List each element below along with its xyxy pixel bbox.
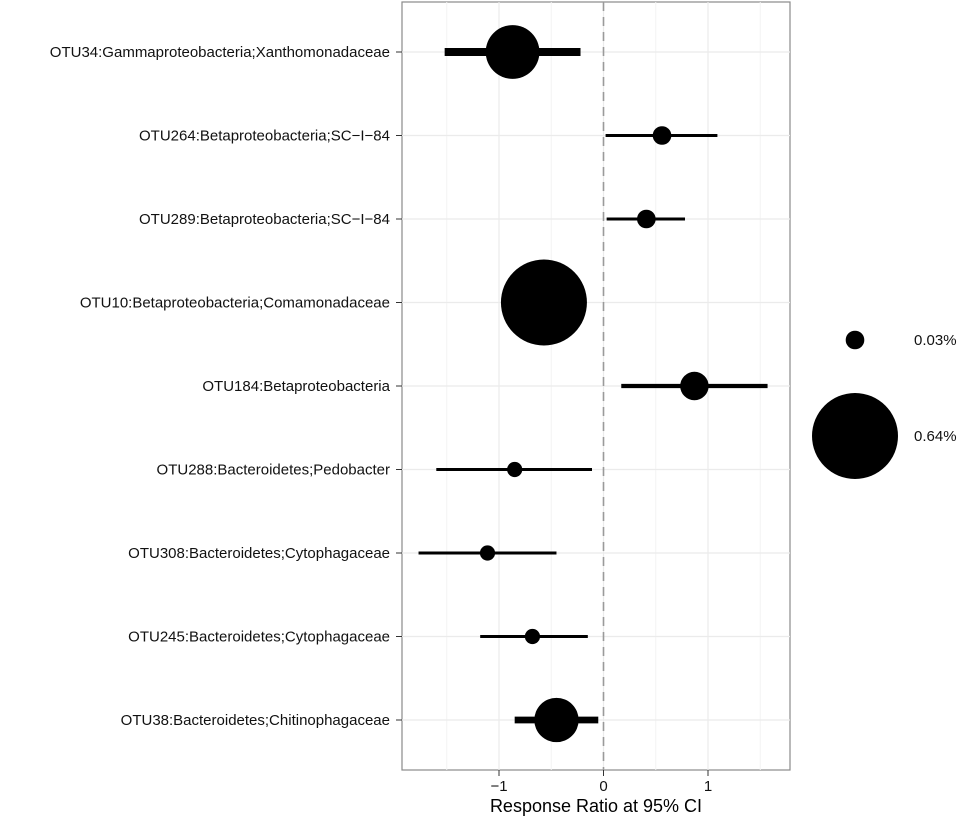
category-label: OTU184:Betaproteobacteria [202, 378, 390, 395]
estimate-point [485, 25, 540, 79]
x-tick-label: −1 [490, 778, 507, 795]
estimate-point [507, 461, 523, 478]
data-marks [418, 25, 768, 743]
legend-label: 0.64% [914, 428, 957, 445]
estimate-point [680, 371, 709, 401]
x-axis-ticks: −1 0 1 [490, 770, 712, 795]
estimate-point [479, 545, 496, 561]
category-label: OTU308:Bacteroidetes;Cytophagaceae [128, 545, 390, 562]
legend-label: 0.03% [914, 332, 957, 349]
category-label: OTU288:Bacteroidetes;Pedobacter [157, 462, 390, 479]
estimate-point [500, 259, 587, 346]
category-label: OTU38:Bacteroidetes;Chitinophagaceae [121, 712, 390, 729]
category-label: OTU264:Betaproteobacteria;SC−I−84 [139, 128, 390, 145]
category-label: OTU289:Betaproteobacteria;SC−I−84 [139, 211, 390, 228]
category-label: OTU10:Betaproteobacteria;Comamonadaceae [80, 295, 390, 312]
estimate-point [652, 126, 672, 145]
estimate-point [534, 697, 579, 743]
x-axis-title: Response Ratio at 95% CI [490, 796, 702, 816]
x-tick-label: 0 [599, 778, 607, 795]
x-tick-label: 1 [704, 778, 712, 795]
category-label: OTU34:Gammaproteobacteria;Xanthomonadace… [50, 44, 390, 61]
category-label: OTU245:Bacteroidetes;Cytophagaceae [128, 629, 390, 646]
legend-key [812, 393, 898, 479]
estimate-point [637, 209, 656, 229]
legend-key [845, 330, 865, 350]
category-labels: OTU34:Gammaproteobacteria;Xanthomonadace… [50, 44, 402, 729]
estimate-point [524, 628, 541, 645]
size-legend: 0.03% 0.64% [812, 330, 957, 479]
